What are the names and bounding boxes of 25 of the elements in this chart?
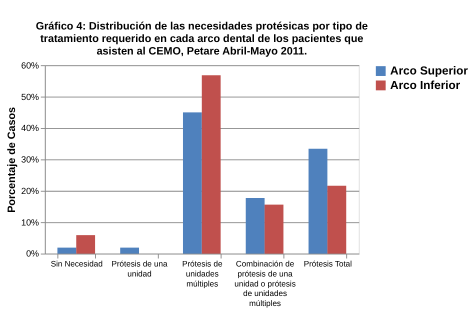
x-tick-label: Prótesis de unidades múltiples (182, 260, 223, 288)
bar (57, 248, 76, 254)
bar (182, 112, 202, 254)
y-tick-label: 60% (21, 60, 40, 70)
bar (120, 248, 140, 254)
x-tick-label: Prótesis de una unidad (111, 260, 168, 278)
bar (327, 186, 346, 254)
bar (308, 148, 328, 254)
legend-label: Arco Inferior (390, 79, 461, 92)
x-tick-label: Prótesis Total (304, 260, 352, 269)
bar (202, 75, 221, 254)
y-tick-label: 20% (21, 186, 40, 196)
y-tick-label: 0% (26, 248, 40, 259)
bar (246, 198, 265, 254)
y-axis-title: Porcentaje de Casos (6, 106, 18, 213)
y-tick-label: 10% (21, 217, 40, 228)
legend-label: Arco Superior (390, 64, 468, 78)
bar (264, 204, 284, 254)
y-tick-label: 30% (21, 154, 40, 165)
y-tick-label: 50% (21, 92, 40, 102)
bar (76, 235, 96, 254)
y-tick-label: 40% (21, 123, 40, 134)
chart-title: Gráfico 4: Distribución de las necesidades protésicas por tipo de tratamiento requerido en cada arco dental de los pacientes que asisten al CEMO, Petare Abril-Mayo 2011. (36, 20, 368, 58)
x-tick-label: Combinación de prótesis de una unidad o prótesis de unidades múltiples (234, 260, 296, 308)
x-tick-label: Sin Necesidad (50, 260, 103, 269)
